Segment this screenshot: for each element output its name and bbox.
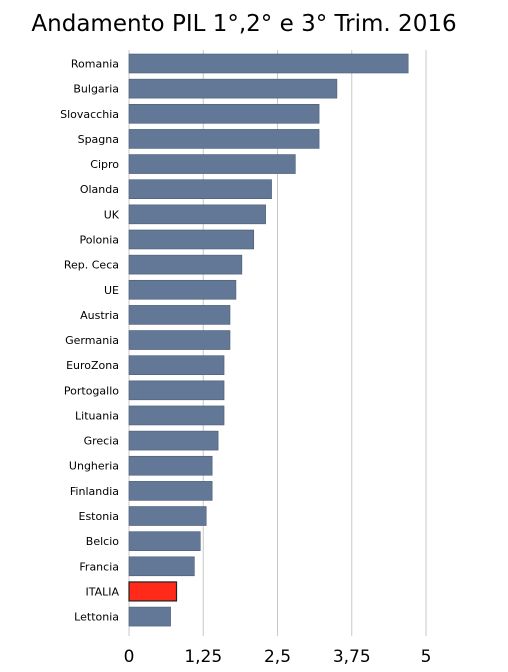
- bar: [128, 430, 219, 451]
- bar: [128, 204, 266, 225]
- bar: [128, 380, 225, 401]
- category-label: Belcio: [86, 535, 119, 548]
- x-tick-labels: 0 1,25 2,5 3,75 5: [124, 647, 432, 667]
- category-label: UK: [104, 208, 120, 221]
- category-labels: Romania Bulgaria Slovacchia Spagna Cipro Olan…: [60, 58, 120, 624]
- bar: [128, 154, 296, 174]
- bar: [128, 103, 320, 124]
- category-label: Grecia: [84, 435, 119, 448]
- category-label: ITALIA: [85, 585, 119, 598]
- category-label: Olanda: [80, 183, 119, 196]
- bar: [128, 506, 207, 526]
- chart-title: Andamento PIL 1°,2° e 3° Trim. 2016: [31, 11, 457, 37]
- category-label: Austria: [80, 309, 119, 322]
- bar: [128, 254, 243, 275]
- bar: [128, 229, 255, 250]
- category-label: EuroZona: [66, 359, 119, 372]
- bar: [128, 129, 320, 149]
- category-label: Ungheria: [69, 460, 119, 473]
- category-label: Finlandia: [70, 485, 119, 498]
- category-label: Cipro: [90, 158, 119, 171]
- bar: [128, 279, 237, 300]
- bar: [128, 481, 213, 501]
- category-label: Lituania: [75, 409, 119, 422]
- bar: [128, 305, 231, 325]
- category-label: Bulgaria: [73, 83, 119, 96]
- bar: [128, 581, 178, 602]
- bar: [128, 606, 171, 627]
- x-tick-label: 5: [421, 647, 432, 667]
- x-tick-label: 0: [124, 647, 135, 667]
- category-label: Francia: [79, 560, 119, 573]
- category-label: Spagna: [78, 133, 119, 146]
- category-label: Germania: [65, 334, 119, 347]
- bar: [128, 330, 231, 350]
- category-label: Lettonia: [74, 611, 119, 624]
- category-label: Portogallo: [64, 384, 119, 397]
- x-tick-label: 3,75: [333, 647, 371, 667]
- category-label: UE: [104, 284, 119, 297]
- category-label: Romania: [71, 58, 119, 71]
- x-tick-label: 2,5: [264, 647, 291, 667]
- category-label: Slovacchia: [60, 108, 119, 121]
- bar: [128, 355, 225, 375]
- category-label: Rep. Ceca: [64, 259, 119, 272]
- category-label: Estonia: [79, 510, 120, 523]
- bar: [128, 78, 338, 99]
- bar: [128, 531, 201, 551]
- bar: [128, 556, 195, 577]
- bar: [128, 405, 225, 426]
- bar: [128, 455, 213, 476]
- bar: [128, 179, 272, 199]
- bar: [128, 53, 409, 74]
- x-tick-label: 1,25: [184, 647, 222, 667]
- bars: [128, 53, 409, 627]
- category-label: Polonia: [79, 233, 119, 246]
